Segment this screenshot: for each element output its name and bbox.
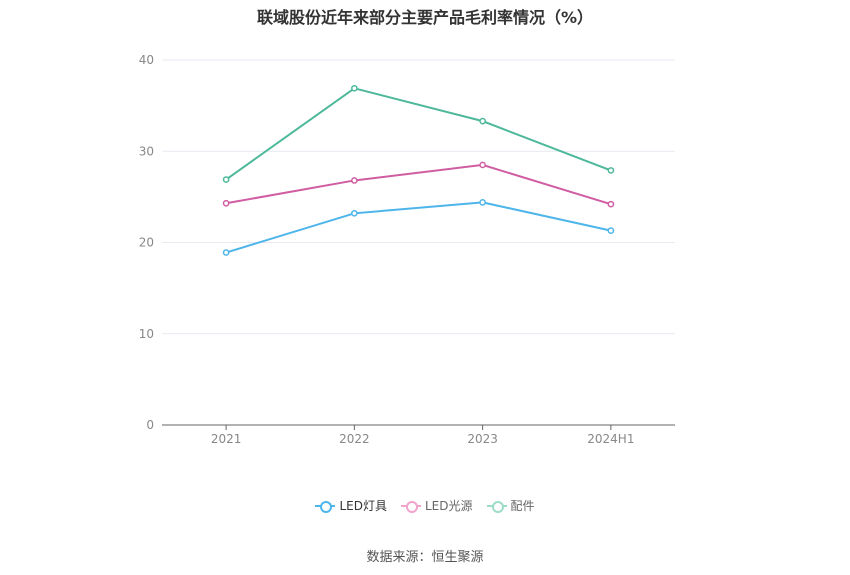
data-point <box>607 200 615 208</box>
data-point <box>479 117 486 125</box>
x-tick-label: 2021 <box>211 432 242 446</box>
legend-label: LED灯具 <box>339 499 387 513</box>
legend-item-accessories[interactable]: 配件 <box>486 497 535 514</box>
series-line-1 <box>225 163 612 206</box>
legend-marker-icon <box>400 499 421 513</box>
series-line-2 <box>225 87 612 181</box>
legend-item-led-lamps[interactable]: LED灯具 <box>315 497 387 514</box>
legend-item-led-light-source[interactable]: LED光源 <box>400 497 473 514</box>
legend-label: LED光源 <box>424 499 473 513</box>
data-point <box>222 176 230 183</box>
data-point <box>351 177 358 184</box>
y-tick-label: 20 <box>139 236 154 250</box>
legend-marker-icon <box>486 499 507 513</box>
data-point <box>351 84 358 92</box>
x-tick-label: 2022 <box>339 432 370 446</box>
legend-label: 配件 <box>510 499 535 513</box>
y-tick-label: 10 <box>139 327 154 341</box>
data-point <box>607 167 615 174</box>
data-point <box>479 161 486 169</box>
x-tick-label: 2023 <box>467 432 498 446</box>
data-point <box>479 199 486 206</box>
data-point <box>222 199 230 207</box>
data-source: 数据来源：恒生聚源 <box>366 550 484 565</box>
chart-title: 联域股份近年来部分主要产品毛利率情况（%） <box>256 8 594 27</box>
data-point <box>351 209 358 217</box>
x-tick-label: 2024H1 <box>587 432 634 446</box>
legend: LED灯具 LED光源 配件 <box>0 497 850 514</box>
data-point <box>607 227 615 234</box>
y-tick-label: 0 <box>146 418 154 432</box>
legend-marker-icon <box>315 499 336 513</box>
data-point <box>222 249 230 256</box>
y-tick-label: 40 <box>139 53 154 67</box>
series-line-0 <box>225 201 612 254</box>
y-tick-label: 30 <box>139 144 154 158</box>
